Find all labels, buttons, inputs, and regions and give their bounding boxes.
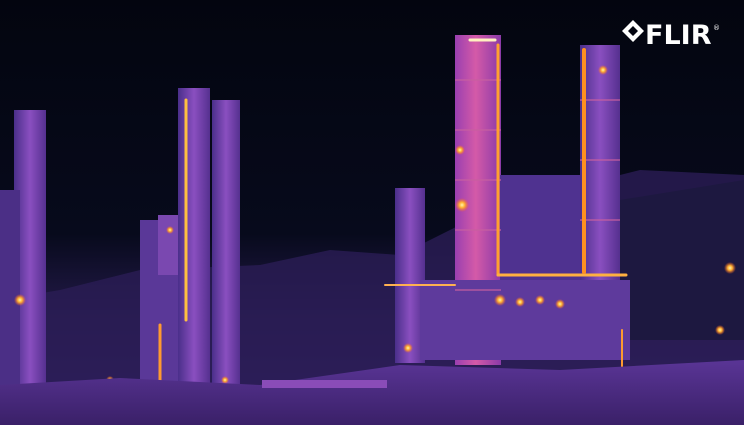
logo-text: FLIR	[645, 20, 712, 51]
structure	[158, 215, 178, 275]
hot-spot	[455, 198, 469, 212]
hot-spot	[555, 299, 565, 309]
logo-icon	[622, 20, 644, 42]
hot-spot	[724, 262, 736, 274]
tower	[580, 45, 620, 285]
tree-line	[620, 180, 744, 340]
tower-rings	[455, 79, 620, 291]
hot-spot	[715, 325, 725, 335]
logo-mark: ®	[713, 24, 720, 32]
structure	[420, 280, 630, 360]
hot-spot	[403, 343, 413, 353]
tower	[178, 88, 210, 388]
logo: FLIR ®	[622, 20, 720, 51]
hot-spot	[221, 376, 229, 384]
hot-spot	[494, 294, 506, 306]
hot-spot	[535, 295, 545, 305]
hot-pipes	[158, 38, 628, 401]
structure	[0, 190, 20, 390]
pipe-rack	[262, 380, 387, 388]
hot-spot	[598, 65, 608, 75]
ground	[0, 360, 744, 425]
hot-spot	[455, 145, 465, 155]
tower	[212, 100, 240, 390]
hot-spot	[166, 226, 174, 234]
hot-spot	[515, 297, 525, 307]
structure	[500, 175, 580, 285]
hot-spot	[14, 294, 26, 306]
